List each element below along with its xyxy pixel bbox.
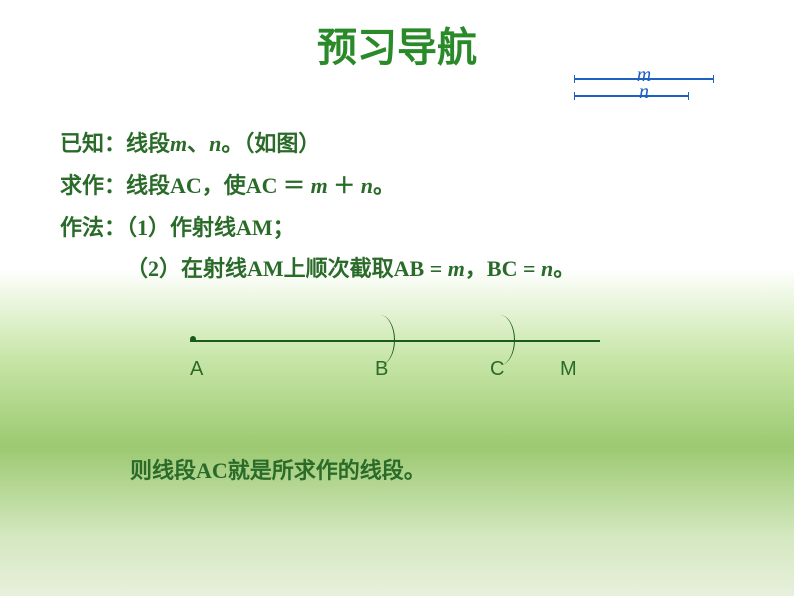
page-title: 预习导航 <box>0 0 794 73</box>
method-label: 作法： <box>60 215 126 240</box>
ray-am <box>190 340 600 342</box>
method-step1: 作法：（1）作射线AM； <box>60 207 734 249</box>
given-prefix: 已知：线段 <box>60 131 170 156</box>
point-label-b: B <box>375 350 388 388</box>
construct-plus: ＋ <box>328 173 361 198</box>
construction-diagram: A B C M <box>190 320 734 400</box>
point-label-c: C <box>490 350 504 388</box>
given-m: m <box>170 131 187 156</box>
step2-mid: ，BC <box>465 256 523 281</box>
method-step2: （2）在射线AM上顺次截取AB = m，BC = n。 <box>60 248 734 290</box>
conclusion-line: 则线段AC就是所求作的线段。 <box>60 450 734 492</box>
given-segments-visual: m n <box>574 78 714 112</box>
given-line: 已知：线段m、n。（如图） <box>60 123 734 165</box>
content-area: m n 已知：线段m、n。（如图） 求作：线段AC，使AC ＝ m ＋ n。 作… <box>0 73 794 492</box>
given-n: n <box>209 131 221 156</box>
step1-text: （1）作射线AM； <box>126 215 295 240</box>
segment-n-label: n <box>639 73 649 111</box>
step2-n: n <box>541 256 553 281</box>
given-suffix: 。（如图） <box>221 131 320 156</box>
step2-prefix: （2）在射线AM上顺次截取AB = <box>126 256 448 281</box>
construct-line: 求作：线段AC，使AC ＝ m ＋ n。 <box>60 165 734 207</box>
construct-prefix: 求作：线段AC，使AC ＝ <box>60 173 311 198</box>
construct-m: m <box>311 173 328 198</box>
step2-eq: = <box>523 256 541 281</box>
step2-suffix: 。 <box>553 256 575 281</box>
given-sep: 、 <box>187 131 209 156</box>
point-label-a: A <box>190 350 203 388</box>
segment-n-visual: n <box>574 95 714 97</box>
step2-m: m <box>448 256 465 281</box>
point-label-m: M <box>560 350 577 388</box>
construct-suffix: 。 <box>373 173 395 198</box>
construct-n: n <box>361 173 373 198</box>
